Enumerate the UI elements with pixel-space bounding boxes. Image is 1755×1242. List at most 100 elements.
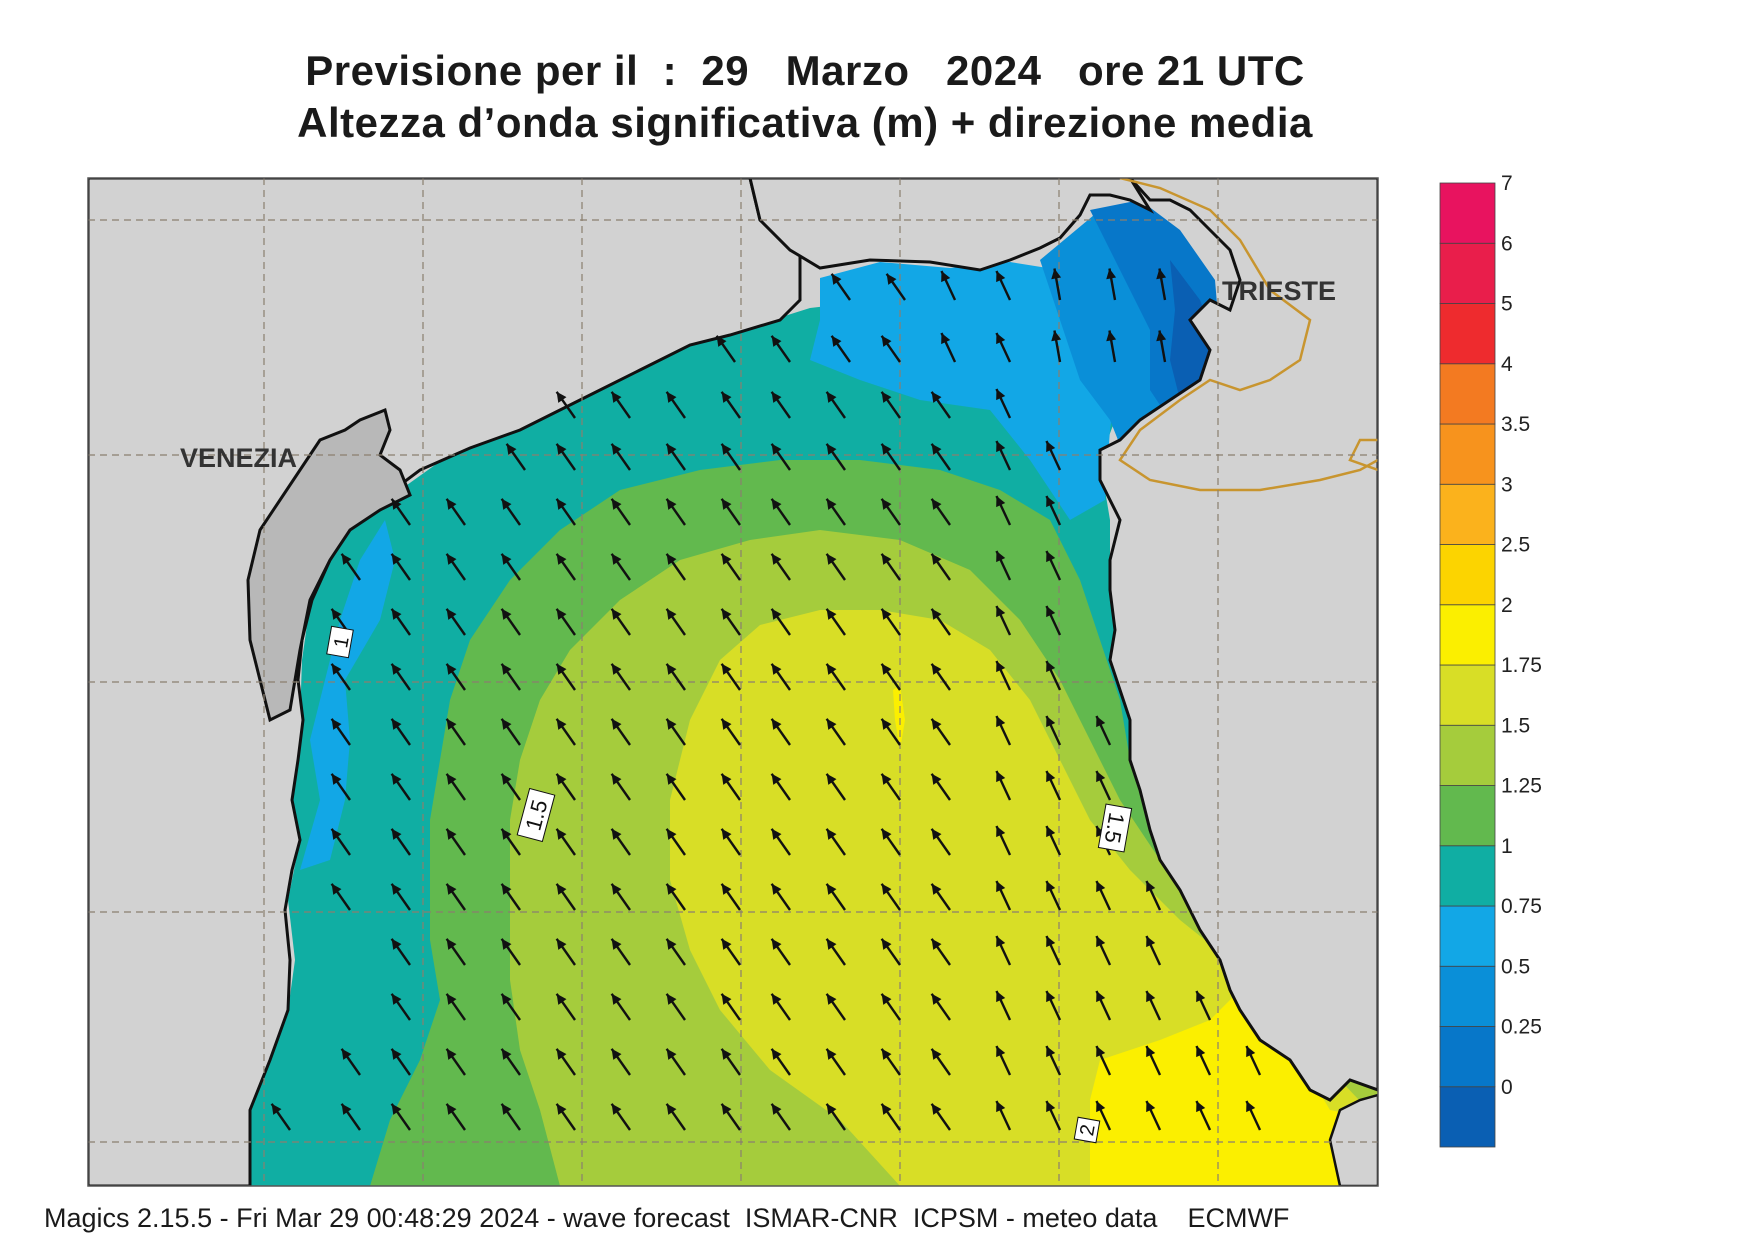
- direction-arrow-head: [501, 993, 512, 1005]
- direction-arrow-head: [826, 608, 837, 620]
- direction-arrow-head: [611, 391, 622, 403]
- place-label-venezia: VENEZIA: [180, 443, 297, 473]
- direction-arrow-head: [826, 773, 837, 785]
- legend-swatch: [1439, 1026, 1496, 1088]
- direction-arrow-head: [771, 993, 782, 1005]
- direction-arrow-head: [556, 718, 567, 730]
- direction-arrow-head: [446, 828, 457, 840]
- legend-tick-label: 0.75: [1501, 895, 1542, 918]
- direction-arrow-head: [446, 883, 457, 895]
- direction-arrow-head: [771, 608, 782, 620]
- direction-arrow-head: [331, 663, 342, 675]
- direction-arrow-head: [1246, 1045, 1256, 1058]
- direction-arrow-head: [941, 270, 951, 283]
- direction-arrow-head: [1046, 825, 1056, 838]
- direction-arrow-head: [931, 553, 942, 565]
- direction-arrow-head: [721, 498, 732, 510]
- direction-arrow-head: [881, 553, 892, 565]
- direction-arrow-head: [996, 550, 1006, 563]
- legend-tick-label: 5: [1501, 293, 1513, 316]
- direction-arrow-head: [826, 498, 837, 510]
- direction-arrow-head: [931, 1103, 942, 1115]
- legend-swatch: [1439, 182, 1496, 244]
- direction-arrow-head: [996, 495, 1006, 508]
- sea-band-0.75-1-west: [300, 520, 395, 870]
- direction-arrow-head: [501, 498, 512, 510]
- direction-arrow-head: [666, 391, 677, 403]
- direction-arrow-head: [611, 498, 622, 510]
- direction-arrow-head: [826, 718, 837, 730]
- direction-arrow-head: [996, 605, 1006, 618]
- direction-arrow-head: [556, 1048, 567, 1060]
- direction-arrow-head: [1046, 605, 1056, 618]
- direction-arrow-head: [506, 443, 517, 455]
- legend-swatch: [1439, 785, 1496, 847]
- direction-arrow-head: [501, 1103, 512, 1115]
- direction-arrow-head: [831, 273, 842, 285]
- svg-text:2: 2: [1076, 1123, 1100, 1138]
- direction-arrow-head: [611, 608, 622, 620]
- direction-arrow-head: [721, 1048, 732, 1060]
- direction-arrow-head: [556, 391, 567, 403]
- direction-arrow-head: [771, 1048, 782, 1060]
- direction-arrow-head: [1106, 268, 1117, 280]
- direction-arrow-head: [666, 498, 677, 510]
- direction-arrow-head: [721, 883, 732, 895]
- direction-arrow-head: [881, 993, 892, 1005]
- direction-arrow-head: [391, 498, 402, 510]
- direction-arrow-head: [1146, 1045, 1156, 1058]
- legend-tick-label: 1: [1501, 835, 1513, 858]
- direction-arrow-head: [1051, 268, 1062, 280]
- direction-arrow-head: [446, 553, 457, 565]
- direction-arrow-head: [1246, 1100, 1256, 1113]
- direction-arrow-head: [771, 1103, 782, 1115]
- direction-arrow-head: [331, 883, 342, 895]
- direction-arrow-head: [771, 335, 782, 347]
- direction-arrow-head: [826, 993, 837, 1005]
- direction-arrow-head: [501, 553, 512, 565]
- direction-arrow-head: [931, 938, 942, 950]
- direction-arrow-head: [931, 663, 942, 675]
- direction-arrow-head: [931, 773, 942, 785]
- direction-arrow-head: [1196, 1045, 1206, 1058]
- legend-swatch: [1439, 604, 1496, 666]
- footer-credits: Magics 2.15.5 - Fri Mar 29 00:48:29 2024…: [44, 1203, 1290, 1233]
- legend-tick-label: 0.25: [1501, 1016, 1542, 1039]
- direction-arrow-head: [391, 773, 402, 785]
- direction-arrow-head: [446, 608, 457, 620]
- direction-arrow-head: [881, 391, 892, 403]
- direction-arrow-head: [716, 335, 727, 347]
- direction-arrow-head: [721, 663, 732, 675]
- direction-arrow-head: [556, 828, 567, 840]
- direction-arrow-head: [826, 1103, 837, 1115]
- direction-arrow-head: [996, 1100, 1006, 1113]
- direction-arrow-head: [721, 443, 732, 455]
- direction-arrow-head: [341, 1103, 352, 1115]
- direction-arrow-head: [881, 608, 892, 620]
- direction-arrow-head: [771, 938, 782, 950]
- land-bottom-right: [1328, 1093, 1378, 1186]
- svg-text:1: 1: [330, 635, 354, 650]
- direction-arrow-head: [881, 498, 892, 510]
- direction-arrow-head: [1051, 330, 1062, 342]
- direction-arrow-head: [666, 938, 677, 950]
- direction-arrow-head: [391, 718, 402, 730]
- map-area: [88, 178, 1378, 1186]
- direction-arrow-head: [1196, 990, 1206, 1003]
- direction-arrow-head: [881, 335, 892, 347]
- direction-arrow-head: [331, 718, 342, 730]
- direction-arrow-head: [996, 388, 1006, 401]
- direction-arrow-head: [1046, 550, 1056, 563]
- direction-arrow-head: [341, 1048, 352, 1060]
- direction-arrow-head: [771, 883, 782, 895]
- direction-arrow-head: [721, 993, 732, 1005]
- legend-swatch: [1439, 905, 1496, 967]
- direction-arrow-head: [556, 938, 567, 950]
- place-label-trieste: TRIESTE: [1222, 276, 1336, 306]
- direction-arrow-head: [1046, 935, 1056, 948]
- legend-swatch: [1439, 845, 1496, 907]
- direction-arrow-head: [446, 498, 457, 510]
- legend-swatch: [1439, 1086, 1496, 1148]
- direction-arrow-head: [1096, 935, 1106, 948]
